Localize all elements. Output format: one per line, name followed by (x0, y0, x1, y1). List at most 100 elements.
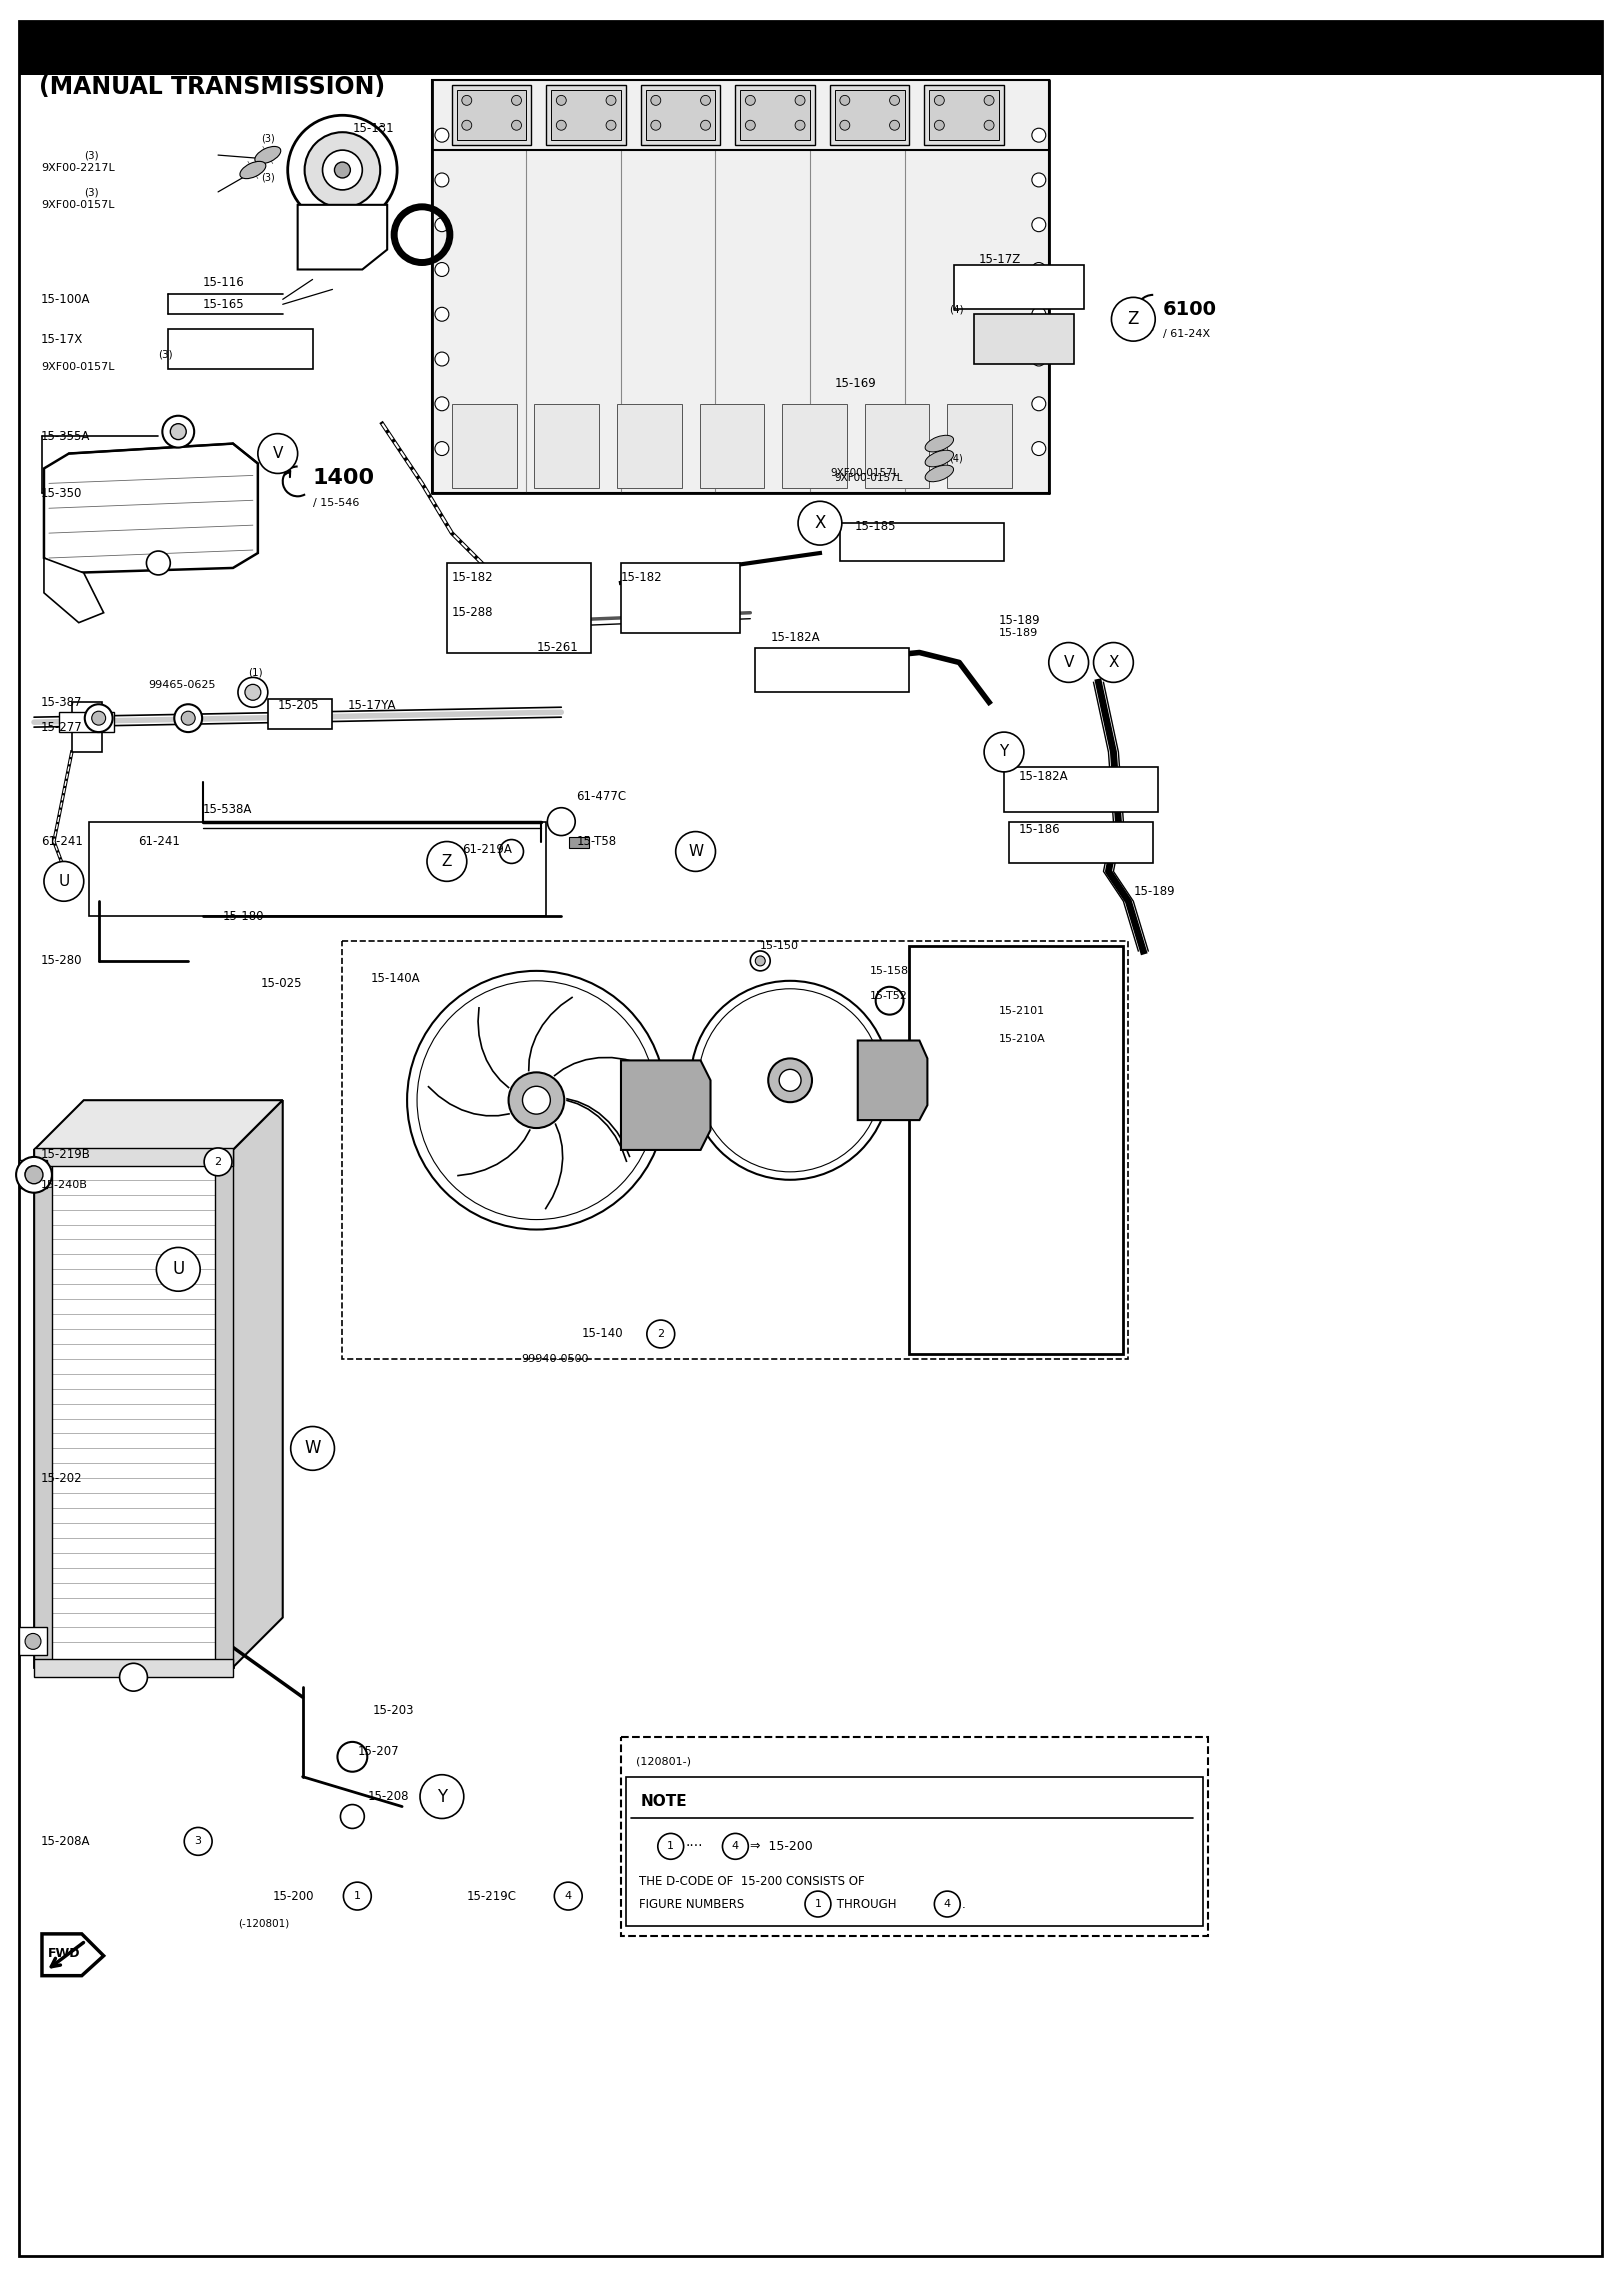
Text: (4): (4) (950, 453, 963, 465)
Text: 15-17X: 15-17X (41, 332, 83, 346)
Ellipse shape (926, 465, 953, 483)
Circle shape (1033, 396, 1046, 410)
Text: 1: 1 (668, 1842, 674, 1851)
Polygon shape (457, 1006, 509, 1095)
Circle shape (24, 1166, 41, 1182)
Circle shape (1094, 642, 1133, 683)
Polygon shape (858, 1041, 927, 1120)
Text: 2: 2 (657, 1330, 665, 1339)
Circle shape (780, 1070, 801, 1091)
Text: 15-140: 15-140 (582, 1327, 622, 1341)
Circle shape (434, 262, 449, 276)
Text: 15-100A: 15-100A (41, 294, 91, 305)
Circle shape (1033, 353, 1046, 367)
Circle shape (1033, 442, 1046, 455)
Text: / 15-546: / 15-546 (313, 499, 358, 508)
Polygon shape (545, 1118, 577, 1209)
Text: V: V (1063, 656, 1073, 669)
Circle shape (162, 417, 195, 449)
Polygon shape (621, 1061, 710, 1150)
Bar (864, 403, 929, 487)
Text: W: W (305, 1439, 321, 1457)
Text: 2: 2 (214, 1157, 222, 1166)
Text: (3): (3) (261, 173, 274, 182)
Circle shape (434, 396, 449, 410)
Circle shape (806, 1892, 832, 1917)
Circle shape (434, 307, 449, 321)
Text: 1: 1 (353, 1892, 361, 1901)
Polygon shape (428, 1086, 514, 1129)
Bar (621, 1737, 1208, 1935)
Text: 9XF00-0157L: 9XF00-0157L (41, 362, 115, 371)
Polygon shape (44, 558, 104, 622)
Bar (267, 699, 332, 729)
Bar (621, 562, 741, 633)
Text: 15-025: 15-025 (261, 977, 303, 990)
Text: 15-T52: 15-T52 (870, 990, 908, 1000)
Circle shape (556, 121, 566, 130)
Text: 99940-0500: 99940-0500 (522, 1355, 588, 1364)
Bar (551, 91, 621, 141)
Bar (640, 87, 720, 146)
Bar (89, 822, 546, 915)
Bar (783, 403, 846, 487)
Circle shape (24, 1166, 44, 1184)
Polygon shape (431, 80, 1049, 494)
Bar (618, 403, 682, 487)
Circle shape (24, 1633, 41, 1649)
Circle shape (156, 1248, 199, 1291)
Bar (34, 1150, 52, 1667)
Text: 9XF00-0157L: 9XF00-0157L (830, 469, 898, 478)
Text: 15-2101: 15-2101 (999, 1006, 1046, 1016)
Text: 15-T58: 15-T58 (575, 836, 616, 847)
Bar (19, 1159, 47, 1189)
Polygon shape (564, 1091, 640, 1157)
Text: 4: 4 (731, 1842, 739, 1851)
Circle shape (434, 128, 449, 141)
Bar (1003, 767, 1157, 811)
Text: 9XF00-0157L: 9XF00-0157L (41, 200, 115, 209)
Circle shape (182, 710, 195, 724)
Bar (947, 403, 1012, 487)
Text: 15-355A: 15-355A (41, 430, 91, 444)
Text: Z: Z (1128, 310, 1140, 328)
Text: 15-185: 15-185 (854, 519, 896, 533)
Text: Y: Y (436, 1787, 447, 1806)
Circle shape (185, 1828, 212, 1856)
Text: NOTE: NOTE (640, 1794, 687, 1808)
Text: 15-202: 15-202 (41, 1471, 83, 1485)
Circle shape (1033, 219, 1046, 232)
Bar (34, 1148, 233, 1166)
Text: THROUGH: THROUGH (833, 1897, 900, 1910)
Circle shape (337, 1742, 368, 1772)
Polygon shape (519, 990, 572, 1075)
Text: 9XF00-2217L: 9XF00-2217L (41, 164, 115, 173)
Text: 15-240B: 15-240B (41, 1179, 88, 1191)
Circle shape (606, 96, 616, 105)
Text: 15-17YA: 15-17YA (347, 699, 396, 713)
Ellipse shape (240, 162, 266, 178)
Circle shape (462, 96, 472, 105)
Text: 3: 3 (195, 1835, 201, 1847)
Bar (535, 403, 600, 487)
Polygon shape (974, 314, 1073, 364)
Text: 15-208A: 15-208A (41, 1835, 91, 1849)
Text: 61-241: 61-241 (138, 836, 180, 847)
Bar (909, 945, 1123, 1355)
Circle shape (44, 861, 84, 902)
Text: (3): (3) (84, 189, 99, 198)
Bar (569, 836, 588, 849)
Circle shape (700, 96, 710, 105)
Text: 15-165: 15-165 (203, 298, 245, 312)
Text: (1): (1) (248, 667, 263, 679)
Text: 15-277: 15-277 (41, 720, 83, 733)
Circle shape (768, 1059, 812, 1102)
Text: U: U (172, 1261, 185, 1277)
Text: 15-180: 15-180 (224, 909, 264, 922)
Text: 1400: 1400 (313, 469, 374, 487)
Bar (71, 701, 102, 751)
Text: 15-205: 15-205 (277, 699, 319, 713)
Circle shape (434, 442, 449, 455)
Circle shape (650, 121, 661, 130)
Circle shape (305, 132, 381, 207)
